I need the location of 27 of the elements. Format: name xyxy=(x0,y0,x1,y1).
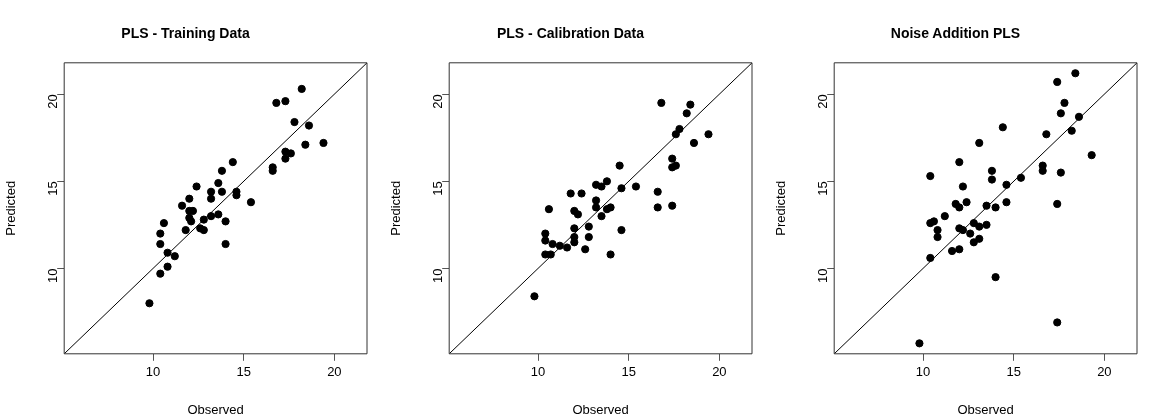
x-tick-label: 15 xyxy=(621,364,636,380)
y-tick-label: 15 xyxy=(814,181,830,196)
y-tick-label: 20 xyxy=(429,94,445,109)
x-axis-title: Observed xyxy=(957,401,1014,417)
y-tick-label: 15 xyxy=(44,181,60,196)
y-tick-label: 10 xyxy=(429,268,445,283)
y-axis-title: Predicted xyxy=(388,180,404,236)
x-tick-label: 10 xyxy=(145,364,161,380)
x-axis-title: Observed xyxy=(572,401,629,417)
y-axis-title: Predicted xyxy=(3,180,19,236)
x-tick-label: 10 xyxy=(530,364,546,380)
y-tick-label: 10 xyxy=(814,268,830,283)
y-tick-label: 15 xyxy=(429,181,445,196)
chart-title: PLS - Training Data xyxy=(121,25,250,42)
x-tick-label: 20 xyxy=(1097,364,1112,380)
y-tick-label: 20 xyxy=(44,94,60,109)
x-tick-label: 15 xyxy=(1006,364,1021,380)
x-tick-label: 10 xyxy=(915,364,931,380)
x-tick-label: 15 xyxy=(236,364,251,380)
x-axis-title: Observed xyxy=(187,401,244,417)
y-axis-title: Predicted xyxy=(773,180,789,236)
chart-title: PLS - Calibration Data xyxy=(496,25,645,42)
x-tick-label: 20 xyxy=(327,364,342,380)
chart-title: Noise Addition PLS xyxy=(890,25,1021,42)
y-tick-label: 20 xyxy=(814,94,830,109)
y-tick-label: 10 xyxy=(44,268,60,283)
x-tick-label: 20 xyxy=(712,364,727,380)
